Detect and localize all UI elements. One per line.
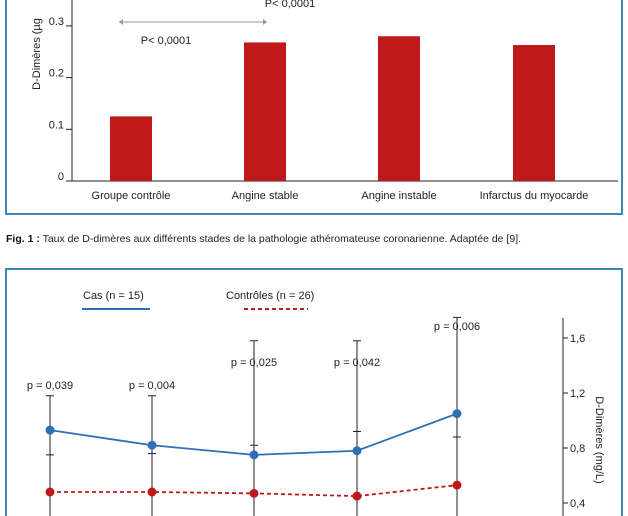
bar-ytick-label: 0 bbox=[58, 171, 64, 183]
legend-controles-label: Contrôles (n = 26) bbox=[226, 290, 314, 302]
point-controles bbox=[452, 480, 462, 490]
caption-text: Taux de D-dimères aux différents stades … bbox=[42, 233, 522, 245]
point-controles bbox=[352, 491, 362, 501]
point-cas bbox=[45, 425, 55, 435]
point-controles bbox=[45, 487, 55, 497]
bar-category-label: Groupe contrôle bbox=[92, 190, 171, 202]
p-value-label: p = 0,042 bbox=[334, 357, 380, 369]
bar bbox=[378, 36, 420, 181]
bar-category-label: Angine stable bbox=[232, 190, 299, 202]
legend-cas-label: Cas (n = 15) bbox=[83, 290, 144, 302]
point-controles bbox=[249, 488, 259, 498]
bar-chart: D-Dimères (µg 0 0.1 0.2 0.3 Groupe contrôle… bbox=[31, 0, 618, 202]
bracket-arrow-left bbox=[119, 19, 123, 25]
bracket-arrow-right bbox=[263, 19, 267, 25]
line-ytick-label: 1,2 bbox=[570, 388, 585, 400]
line-chart-ylabel: D-Dimères (mg/L) bbox=[593, 396, 605, 483]
point-cas bbox=[147, 440, 157, 450]
line-ytick-label: 0,8 bbox=[570, 443, 585, 455]
point-controles bbox=[147, 487, 157, 497]
p-value-label: p = 0,039 bbox=[27, 380, 73, 392]
line-ytick-label: 1,6 bbox=[570, 333, 585, 345]
caption-label: Fig. 1 : bbox=[6, 233, 40, 245]
p-value-label: p = 0,025 bbox=[231, 357, 277, 369]
p-value-label: p = 0,006 bbox=[434, 321, 480, 333]
bar-category-label: Angine instable bbox=[361, 190, 436, 202]
bar-ytick-label: 0.2 bbox=[49, 68, 64, 80]
point-cas bbox=[452, 409, 462, 419]
p-value-label: p = 0,004 bbox=[129, 380, 175, 392]
bar-chart-ylabel: D-Dimères (µg bbox=[31, 18, 43, 90]
line-chart: 0,4 0,8 1,2 1,6 D-Dimères (mg/L) Cas (n = 1… bbox=[27, 290, 605, 516]
bar-ytick-label: 0.3 bbox=[49, 16, 64, 28]
bar bbox=[513, 45, 555, 182]
bar-category-label: Infarctus du myocarde bbox=[480, 190, 589, 202]
figure-caption: Fig. 1 : Taux de D-dimères aux différent… bbox=[6, 233, 624, 245]
line-chart-frame bbox=[5, 268, 623, 516]
line-ytick-label: 0,4 bbox=[570, 498, 585, 510]
p-value-annotation: P< 0,0001 bbox=[141, 35, 191, 47]
point-cas bbox=[249, 450, 259, 460]
bar-ytick-label: 0.1 bbox=[49, 119, 64, 131]
p-value-annotation-top: P< 0,0001 bbox=[265, 0, 315, 10]
bar bbox=[110, 116, 152, 181]
bar bbox=[244, 42, 286, 181]
bar-chart-frame bbox=[5, 0, 623, 215]
point-cas bbox=[352, 446, 362, 456]
